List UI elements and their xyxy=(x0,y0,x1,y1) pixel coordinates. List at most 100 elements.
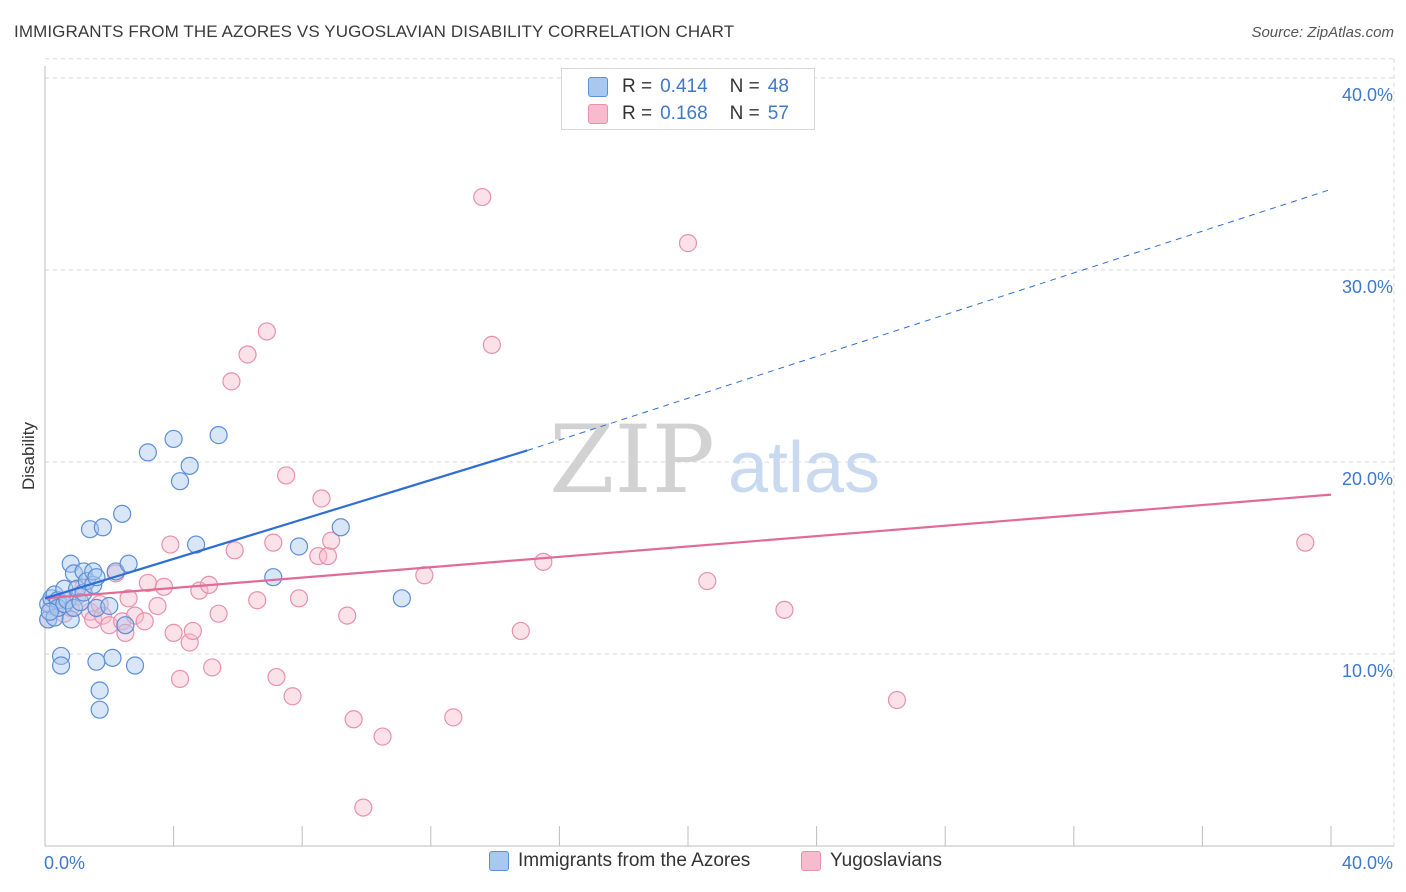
azores-point-47 xyxy=(40,602,59,621)
axes xyxy=(44,66,1394,847)
azores-point-31 xyxy=(103,648,122,667)
azores-point-46 xyxy=(392,589,411,608)
azores-point-42 xyxy=(209,426,228,445)
yugoslavians-point-49 xyxy=(444,708,463,727)
yugoslavians-point-23 xyxy=(170,669,190,689)
yugoslavians-point-25 xyxy=(183,621,202,641)
azores-point-36 xyxy=(125,656,145,675)
yugoslavians-point-54 xyxy=(678,234,698,253)
y-tick-label-30: 30.0% xyxy=(1342,277,1393,297)
yugoslavians-point-48 xyxy=(415,566,434,585)
yugoslavians-point-57 xyxy=(887,690,907,710)
x-tick-label-max: 40.0% xyxy=(1342,853,1393,873)
yugoslavians-point-46 xyxy=(354,798,373,817)
azores-point-8 xyxy=(51,656,71,675)
yugoslavians-swatch xyxy=(588,104,608,124)
yugoslavians-point-30 xyxy=(222,372,241,391)
azores-point-35 xyxy=(119,554,138,573)
yugoslavians-point-55 xyxy=(698,571,717,591)
azores-point-39 xyxy=(170,472,190,491)
azores-legend-swatch xyxy=(489,851,509,871)
yugoslavians-trend-line xyxy=(44,493,1332,600)
azores-trend-extension xyxy=(527,188,1332,451)
yugoslavians-point-21 xyxy=(161,535,180,554)
chart-title: IMMIGRANTS FROM THE AZORES VS YUGOSLAVIA… xyxy=(14,22,735,41)
yugoslavians-point-50 xyxy=(473,187,492,207)
azores-point-30 xyxy=(100,596,119,616)
stats-legend-row-yugoslavians: R = 0.168 N = 57 xyxy=(588,101,789,127)
azores-swatch xyxy=(588,77,608,97)
r-value-azores: 0.414 xyxy=(660,76,708,97)
yugoslavians-point-15 xyxy=(119,589,138,608)
azores-point-33 xyxy=(113,504,132,523)
azores-point-23 xyxy=(84,562,103,581)
r-value-yugoslavians: 0.168 xyxy=(660,103,708,124)
yugoslavians-point-28 xyxy=(203,658,222,677)
x-tick-label-min: 0.0% xyxy=(44,853,85,873)
azores-point-29 xyxy=(93,518,112,537)
y-tick-label-10: 10.0% xyxy=(1342,661,1393,681)
yugoslavians-point-47 xyxy=(373,727,392,746)
yugoslavians-point-31 xyxy=(225,541,244,560)
yugoslavians-point-14 xyxy=(116,623,135,642)
yugoslavians-point-41 xyxy=(312,489,331,508)
yugoslavians-point-44 xyxy=(338,606,357,625)
yugoslavians-point-33 xyxy=(248,591,267,610)
yugoslavians-point-32 xyxy=(238,345,257,364)
yugoslavians-point-35 xyxy=(264,533,283,552)
stats-legend-row-azores: R = 0.414 N = 48 xyxy=(588,74,789,100)
azores-point-44 xyxy=(289,537,309,556)
legend-item-yugoslavians[interactable]: Yugoslavians xyxy=(801,850,942,872)
yugoslavians-point-37 xyxy=(277,466,296,485)
yugoslavians-point-24 xyxy=(180,633,199,652)
yugoslavians-point-56 xyxy=(775,600,794,619)
azores-point-45 xyxy=(331,518,350,537)
n-label: N = xyxy=(729,76,760,97)
y-tick-label-20: 20.0% xyxy=(1342,469,1393,489)
yugoslavians-point-8 xyxy=(84,610,103,629)
azores-point-27 xyxy=(90,681,109,700)
azores-point-3 xyxy=(45,608,64,627)
yugoslavians-point-51 xyxy=(482,335,501,354)
azores-point-7 xyxy=(51,646,71,666)
azores-point-34 xyxy=(116,616,135,635)
azores-point-28 xyxy=(90,700,109,719)
grid xyxy=(45,58,1395,846)
n-value-azores: 48 xyxy=(767,76,789,97)
legend-label-azores: Immigrants from the Azores xyxy=(518,850,751,871)
yugoslavians-point-29 xyxy=(209,604,228,623)
y-axis-label: Disability xyxy=(19,421,38,490)
watermark-atlas: atlas xyxy=(728,428,880,508)
yugoslavians-point-58 xyxy=(1296,533,1315,552)
n-value-yugoslavians: 57 xyxy=(767,103,789,124)
yugoslavians-point-39 xyxy=(289,589,309,608)
azores-point-37 xyxy=(138,443,157,462)
yugoslavians-point-17 xyxy=(135,612,154,631)
yugoslavians-point-34 xyxy=(257,322,276,341)
yugoslavians-point-38 xyxy=(283,687,302,706)
yugoslavians-point-42 xyxy=(318,546,338,566)
source-label: Source: ZipAtlas.com xyxy=(1251,24,1394,41)
azores-point-26 xyxy=(87,652,106,671)
yugoslavians-point-53 xyxy=(534,552,553,571)
yugoslavians-point-22 xyxy=(164,623,183,642)
tick-labels: 10.0% 20.0% 30.0% 40.0% 0.0% 40.0% xyxy=(44,85,1393,873)
r-label: R = xyxy=(622,103,653,124)
y-tick-label-40: 40.0% xyxy=(1342,85,1393,105)
azores-point-12 xyxy=(61,610,80,629)
series-legend: Immigrants from the Azores Yugoslavians xyxy=(0,850,1406,880)
azores-point-38 xyxy=(164,429,183,449)
azores-point-40 xyxy=(180,456,199,475)
r-label: R = xyxy=(622,76,653,97)
yugoslavians-point-16 xyxy=(125,606,145,625)
azores-point-43 xyxy=(264,568,283,587)
azores-trend-line xyxy=(44,449,528,600)
n-label: N = xyxy=(729,103,760,124)
legend-item-azores[interactable]: Immigrants from the Azores xyxy=(489,850,750,872)
watermark: ZIP atlas xyxy=(549,406,880,515)
yugoslavians-point-43 xyxy=(322,531,341,550)
legend-label-yugoslavians: Yugoslavians xyxy=(830,850,942,871)
trend-lines xyxy=(44,188,1332,600)
azores-point-17 xyxy=(71,593,90,612)
